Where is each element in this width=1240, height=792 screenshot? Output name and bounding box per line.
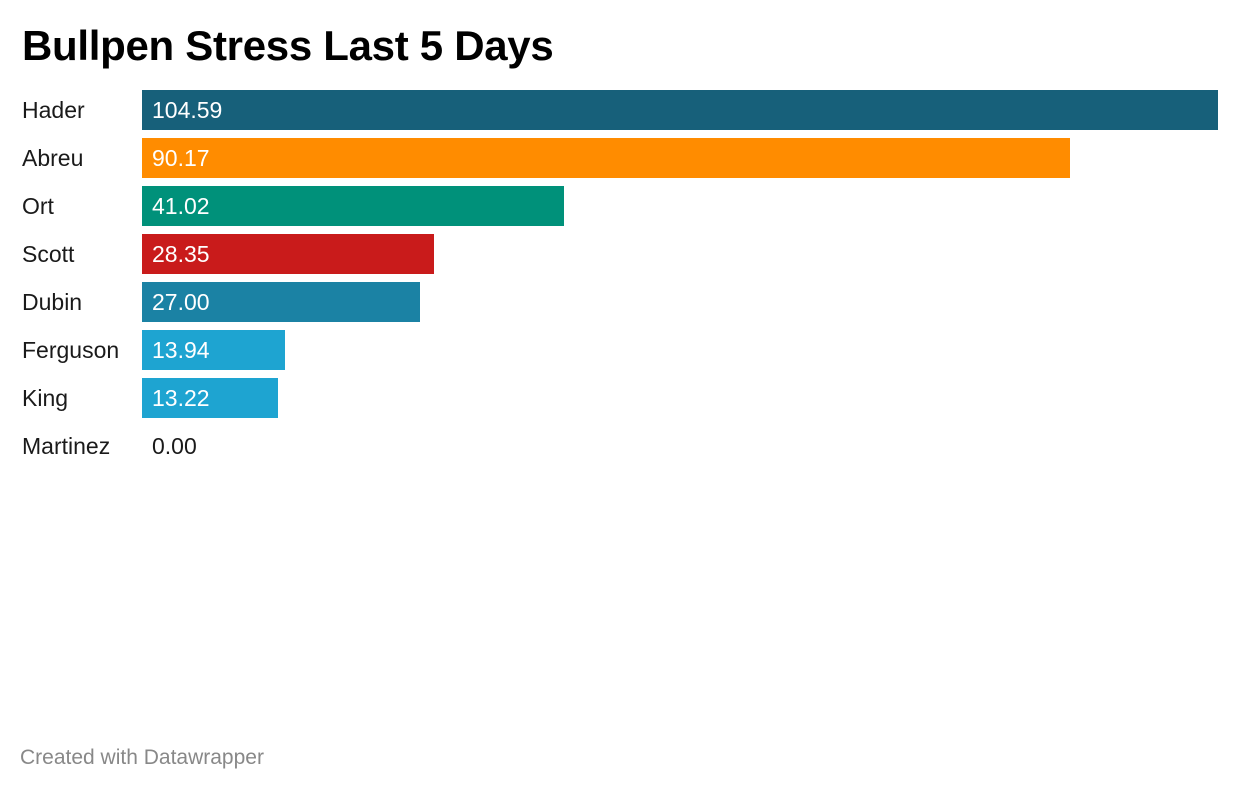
bar	[142, 138, 1070, 178]
category-label: Hader	[22, 97, 85, 123]
value-label: 0.00	[152, 433, 197, 459]
value-label: 13.22	[152, 385, 210, 411]
bar	[142, 378, 278, 418]
value-label: 90.17	[152, 145, 210, 171]
category-label: King	[22, 385, 69, 411]
category-label: Ort	[22, 193, 54, 219]
category-label: Scott	[22, 241, 75, 267]
bar	[142, 90, 1218, 130]
value-label: 104.59	[152, 97, 223, 123]
bar	[142, 186, 564, 226]
value-label: 27.00	[152, 289, 210, 315]
bar	[142, 282, 420, 322]
value-label: 41.02	[152, 193, 210, 219]
category-label: Abreu	[22, 145, 84, 171]
category-label: Ferguson	[22, 337, 120, 363]
chart-title: Bullpen Stress Last 5 Days	[22, 22, 554, 69]
category-label: Dubin	[22, 289, 83, 315]
value-label: 28.35	[152, 241, 210, 267]
datawrapper-credit: Created with Datawrapper	[20, 746, 264, 769]
bar	[142, 234, 434, 274]
category-label: Martinez	[22, 433, 111, 459]
value-label: 13.94	[152, 337, 210, 363]
bar	[142, 330, 285, 370]
